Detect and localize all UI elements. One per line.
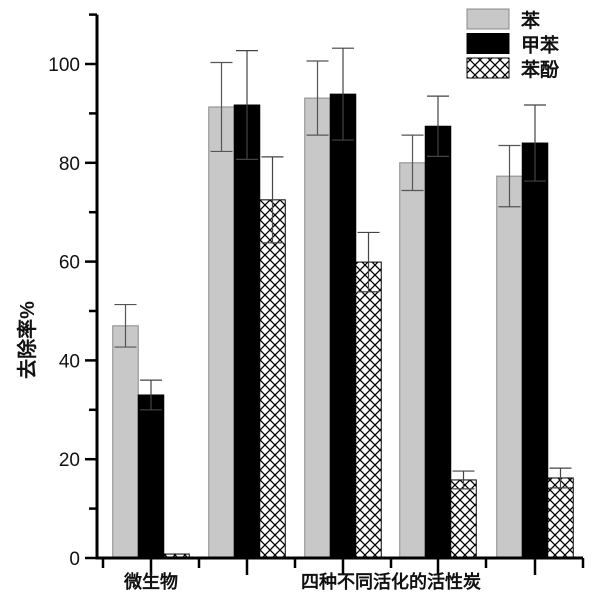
bar-1-2 [329,93,357,559]
legend-label-0: 苯 [520,9,540,32]
bar-0-2 [304,97,331,559]
y-tick-label: 0 [69,549,80,570]
error-bar-0-1 [210,61,233,153]
bar-0-4 [496,175,523,559]
legend-swatch-2 [466,57,510,79]
error-bar-0-3 [401,134,424,192]
legend-label-1: 甲苯 [521,34,559,57]
bar-0-1 [208,106,235,559]
bar-0-0 [112,325,139,559]
y-axis-label: 去除率% [15,301,39,379]
y-tick-label: 80 [59,154,80,175]
bar-1-1 [233,104,261,559]
y-tick-label: 20 [59,450,80,471]
bar-1-3 [424,125,452,559]
error-bar-0-0 [114,303,137,348]
bar-1-0 [137,394,165,559]
legend-swatch-0 [466,8,510,30]
error-bar-0-4 [498,144,521,208]
bar-0-3 [399,162,426,559]
error-bar-2-1 [261,156,284,244]
bar-2-3 [450,479,477,559]
error-bar-2-4 [549,467,572,489]
error-bar-1-0 [140,379,162,411]
error-bar-1-4 [524,104,546,182]
error-bar-1-2 [332,47,354,141]
error-bar-1-3 [427,95,449,157]
y-tick-label: 40 [59,351,80,372]
legend-label-2: 苯酚 [520,58,560,81]
error-bar-0-2 [306,60,329,136]
legend-swatch-1 [466,33,510,54]
bar-2-2 [355,261,382,559]
error-bar-2-3 [452,470,475,490]
bar-1-4 [521,142,549,559]
y-tick-label: 100 [48,55,80,76]
bar-2-1 [259,199,286,559]
y-tick-label: 60 [59,253,80,274]
bar-2-4 [547,477,574,559]
error-bar-2-2 [357,231,380,293]
category-label-activated-carbon: 四种不同活化的活性炭 [301,571,481,592]
category-label-microbe: 微生物 [123,571,178,592]
error-bar-1-1 [236,50,258,160]
